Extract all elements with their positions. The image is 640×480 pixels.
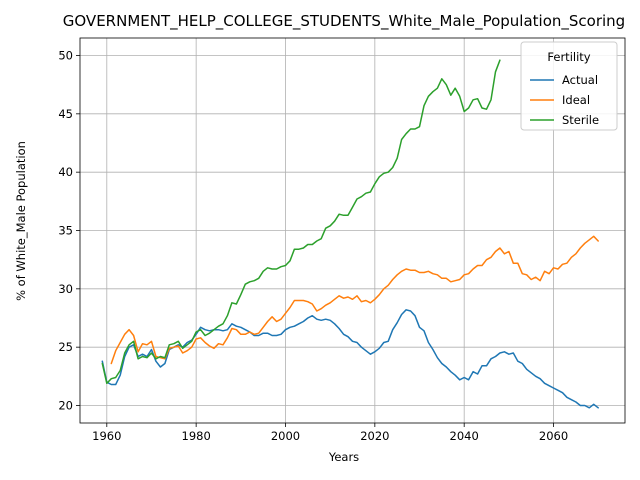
- y-tick-label: 30: [58, 282, 73, 296]
- y-axis-label: % of White_Male Population: [14, 141, 28, 301]
- x-tick-label: 2060: [539, 429, 568, 443]
- plot-frame: [79, 37, 626, 424]
- series-lines: [101, 59, 599, 409]
- x-axis-label: Years: [328, 450, 359, 464]
- chart-title: GOVERNMENT_HELP_COLLEGE_STUDENTS_White_M…: [63, 12, 625, 31]
- legend-box: [520, 41, 618, 131]
- legend-label-sterile: Sterile: [562, 113, 599, 127]
- y-tick-label: 50: [58, 49, 73, 63]
- x-tick-label: 1980: [182, 429, 211, 443]
- legend-title: Fertility: [547, 50, 590, 64]
- legend-label-ideal: Ideal: [562, 93, 590, 107]
- series-line-actual: [101, 309, 599, 409]
- x-tick-label: 2020: [360, 429, 389, 443]
- legend: Fertility Actual Ideal Sterile: [520, 41, 618, 131]
- x-tick-label: 1960: [92, 429, 121, 443]
- series-line-ideal: [110, 235, 599, 365]
- y-tick-label: 45: [58, 107, 73, 121]
- x-tick-label: 2040: [450, 429, 479, 443]
- legend-label-actual: Actual: [562, 73, 598, 87]
- axes: 1960 1980 2000 2020 2040 2060 20 25 30 35 40 45 50: [58, 37, 626, 443]
- y-tick-label: 25: [58, 340, 73, 354]
- y-tick-label: 35: [58, 224, 73, 238]
- y-tick-label: 20: [58, 399, 73, 413]
- legend-items: Actual Ideal Sterile: [530, 73, 599, 127]
- y-tick-label: 40: [58, 165, 73, 179]
- x-tick-label: 2000: [271, 429, 300, 443]
- series-line-sterile: [101, 59, 501, 385]
